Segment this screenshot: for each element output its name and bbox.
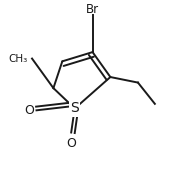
Text: O: O xyxy=(66,137,76,150)
Text: S: S xyxy=(70,102,79,115)
Text: CH₃: CH₃ xyxy=(8,53,28,64)
Text: O: O xyxy=(24,104,34,117)
Text: Br: Br xyxy=(86,3,99,16)
